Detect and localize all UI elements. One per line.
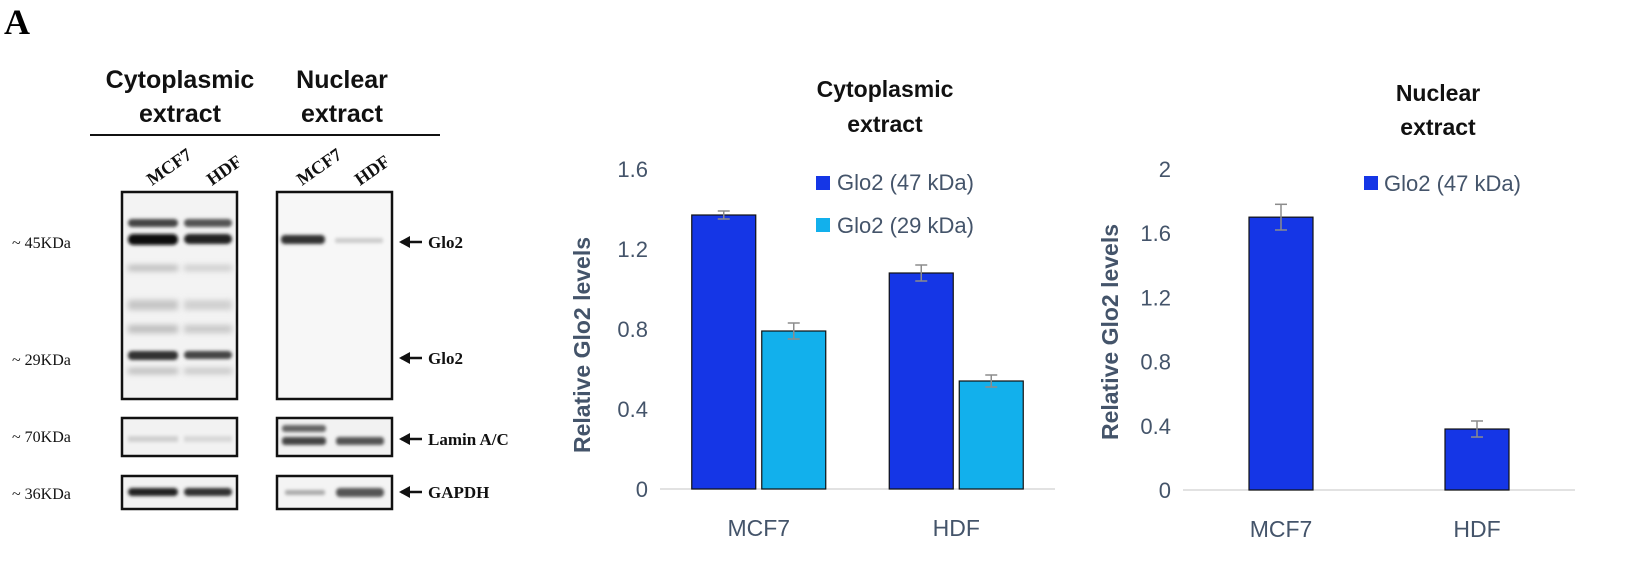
arrow-gapdh [399,486,422,498]
chart1-legend-label-2: Glo2 (29 kDa) [837,213,974,238]
chart1-ytick-label: 1.6 [617,157,648,182]
chart1-legend: Glo2 (47 kDa) Glo2 (29 kDa) [816,170,974,238]
chart1-ytick-label: 0.8 [617,317,648,342]
chart2-plot: 0 0.4 0.8 1.2 1.6 2 MCF7 HDF [1140,157,1575,542]
lane-label-nuc-mcf7: MCF7 [293,144,345,189]
mw-label-70: ~ 70KDa [12,429,71,446]
chart2-ytick-label: 0.8 [1140,350,1171,375]
chart1-ytick-label: 0 [636,477,648,502]
cyto-header-line2: extract [139,100,222,128]
chart2-ytick-label: 1.2 [1140,285,1171,310]
chart1-title-line1: Cytoplasmic [817,76,954,102]
chart2-title-line2: extract [1400,114,1476,140]
chart1-legend-swatch-1 [816,176,830,190]
chart1-bar [691,214,757,490]
chart2-legend: Glo2 (47 kDa) [1364,171,1521,196]
chart1-bar [888,272,954,490]
chart2-ylabel: Relative Glo2 levels [1097,224,1123,440]
band-label-lamin: Lamin A/C [428,430,509,449]
bands-cyto-glo2 [128,219,232,374]
chart2-ytick-label: 1.6 [1140,221,1171,246]
chart-cytoplasmic: Cytoplasmic extract Relative Glo2 levels… [569,76,1055,541]
lane-label-cyto-hdf: HDF [203,151,246,189]
panel-letter: A [4,2,30,42]
chart2-bar [1444,428,1510,491]
chart2-ytick-label: 0 [1159,478,1171,503]
chart1-xtick-label: MCF7 [727,515,790,541]
chart1-ylabel: Relative Glo2 levels [569,237,595,453]
bands-nuc-glo2 [281,235,383,244]
mw-label-29: ~ 29KDa [12,352,71,369]
bands-gapdh [128,488,384,497]
chart2-legend-swatch-1 [1364,176,1378,190]
chart2-title-line1: Nuclear [1396,80,1480,106]
chart1-ytick-label: 1.2 [617,237,648,262]
chart1-legend-swatch-2 [816,218,830,232]
chart1-bar [761,330,827,490]
mw-label-36: ~ 36KDa [12,486,71,503]
band-label-glo2-upper: Glo2 [428,233,463,252]
bands-lamin [128,425,384,445]
lane-label-cyto-mcf7: MCF7 [143,144,195,189]
chart1-ytick-label: 0.4 [617,397,648,422]
chart-nuclear: Nuclear extract Relative Glo2 levels 0 0.… [1097,80,1575,542]
blot-box-nuc-glo2 [275,190,394,401]
chart2-ytick-label: 0.4 [1140,414,1171,439]
chart2-xtick-label: HDF [1453,516,1500,542]
arrow-lamin [399,433,422,445]
arrow-glo2-upper [399,236,422,248]
band-label-glo2-lower: Glo2 [428,349,463,368]
lane-label-nuc-hdf: HDF [351,151,394,189]
western-blot: Cytoplasmic extract Nuclear extract MCF7… [12,66,509,511]
chart2-legend-label-1: Glo2 (47 kDa) [1384,171,1521,196]
chart2-xtick-label: MCF7 [1250,516,1313,542]
chart1-xtick-label: HDF [933,515,980,541]
cyto-header-line1: Cytoplasmic [106,66,255,94]
chart2-ytick-label: 2 [1159,157,1171,182]
nuc-header-line2: extract [301,100,384,128]
chart1-plot: 0 0.4 0.8 1.2 1.6 MCF7 HDF [617,157,1055,541]
nuc-header-line1: Nuclear [296,66,388,94]
chart1-title-line2: extract [847,111,923,137]
arrow-glo2-lower [399,352,422,364]
band-label-gapdh: GAPDH [428,483,489,502]
chart1-legend-label-1: Glo2 (47 kDa) [837,170,974,195]
mw-label-45: ~ 45KDa [12,235,71,252]
chart1-bar [958,380,1024,490]
chart2-bar [1248,216,1314,491]
